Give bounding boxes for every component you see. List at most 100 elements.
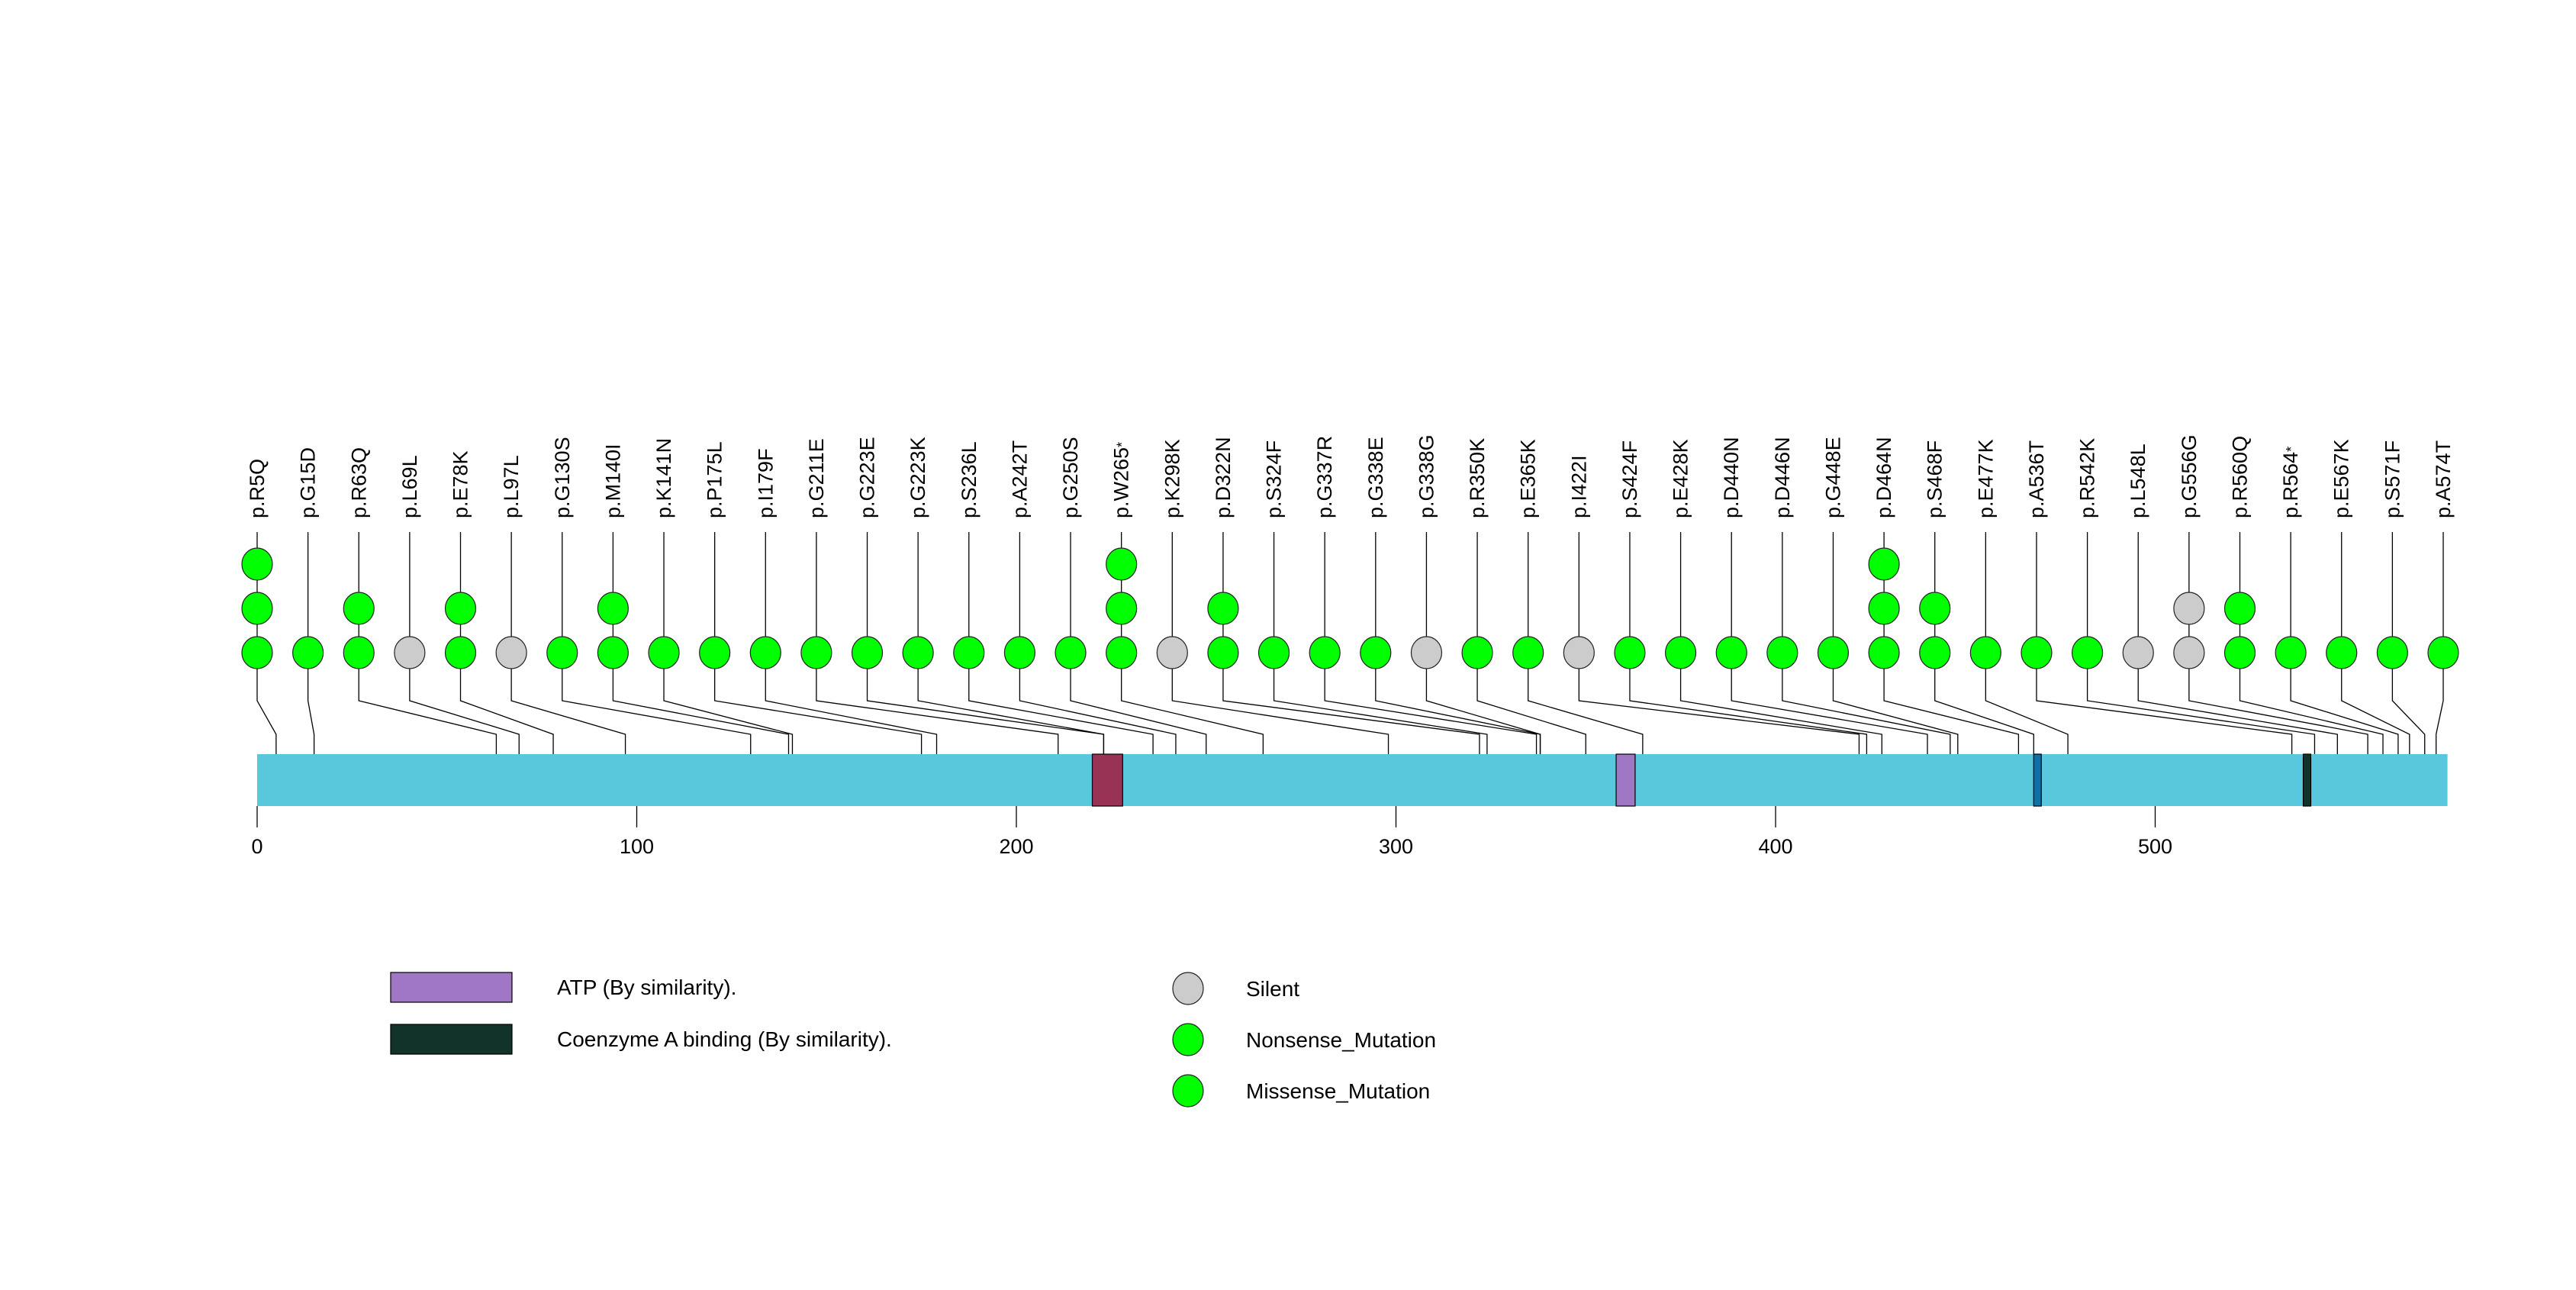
mutation-circle-missense-mutation [902, 636, 934, 669]
mutation-circle-silent [1563, 636, 1595, 669]
mutation-label: p.D446N [1771, 437, 1794, 518]
mutation-circle-missense-mutation [1817, 636, 1850, 669]
domain-3 [2033, 753, 2042, 807]
x-tick-label: 500 [2138, 835, 2172, 858]
mutation-label: p.S424F [1618, 440, 1641, 518]
legend-mutation-swatch [1172, 972, 1204, 1005]
mutation-label: p.L548L [2127, 443, 2149, 518]
mutation-circle-missense-mutation [597, 636, 629, 669]
mutation-circle-missense-mutation [1309, 636, 1341, 669]
mutation-labels: p.R5Q p.G15D p.R63Q p.L69L p.E78K p.L97L p.G13… [246, 434, 2455, 518]
mutation-label: p.D464N [1872, 437, 1895, 518]
mutation-circle-missense-mutation [2326, 636, 2358, 669]
mutation-label: p.L97L [500, 455, 523, 518]
mutation-circle-missense-mutation [1055, 636, 1087, 669]
legend-mutation-label: Nonsense_Mutation [1246, 1028, 1436, 1052]
mutation-circle-missense-mutation [1614, 636, 1646, 669]
legend-domain-swatch [390, 1024, 513, 1055]
domain-1 [1091, 753, 1123, 807]
mutation-circle-missense-mutation [1207, 636, 1239, 669]
mutation-circle-nonsense-mutation [1106, 592, 1138, 625]
mutation-label: p.W265* [1110, 442, 1133, 518]
domain-4 [2302, 753, 2312, 807]
mutation-circle-missense-mutation [2223, 592, 2256, 625]
x-tick-label: 200 [999, 835, 1033, 858]
mutation-label: p.G448E [1821, 437, 1844, 518]
mutation-label: p.D322N [1212, 437, 1235, 518]
mutation-circle-missense-mutation [1360, 636, 1392, 669]
x-tick-label: 400 [1758, 835, 1792, 858]
legend-mutation-label: Missense_Mutation [1246, 1079, 1430, 1103]
mutation-circle-missense-mutation [597, 592, 629, 625]
mutation-label: p.E78K [449, 450, 472, 518]
mutation-circle-missense-mutation [800, 636, 832, 669]
legend-domain-label: ATP (By similarity). [557, 976, 736, 999]
mutation-label: p.E428K [1670, 439, 1692, 518]
mutation-label: p.R560Q [2228, 436, 2251, 518]
mutation-circle-missense-mutation [1868, 636, 1900, 669]
stop-marker: * [1115, 442, 1130, 447]
mutation-circle-missense-mutation [648, 636, 680, 669]
mutation-circle-missense-mutation [2072, 636, 2104, 669]
mutation-label: p.E365K [1517, 439, 1540, 518]
mutation-label: p.L69L [398, 455, 421, 518]
mutation-circle-missense-mutation [444, 636, 477, 669]
mutation-label: p.P175L [704, 441, 726, 518]
mutation-label: p.K298K [1161, 439, 1183, 518]
mutation-label: p.A242T [1008, 440, 1031, 518]
mutation-label: p.A574T [2432, 440, 2455, 518]
mutation-label: p.G556G [2178, 434, 2201, 518]
mutation-circle-missense-mutation [292, 636, 324, 669]
stop-marker: * [2284, 447, 2299, 452]
mutation-label: p.M140I [601, 443, 624, 518]
mutation-label: p.G338E [1364, 437, 1387, 518]
mutation-label: p.A536T [2025, 440, 2048, 518]
mutation-circle-missense-mutation [953, 636, 985, 669]
mutation-circle-missense-mutation [1868, 547, 1900, 581]
mutation-circle-missense-mutation [699, 636, 731, 669]
mutation-circle-missense-mutation [1461, 636, 1493, 669]
mutation-circle-missense-mutation [1003, 636, 1036, 669]
mutation-circle-missense-mutation [1766, 636, 1798, 669]
mutation-label: p.G337R [1313, 436, 1336, 518]
x-tick-label: 300 [1379, 835, 1413, 858]
mutation-label: p.S571F [2381, 440, 2404, 518]
mutation-circle-silent [495, 636, 527, 669]
mutation-label: p.G250S [1059, 437, 1082, 518]
mutation-circle-nonsense-mutation [1106, 547, 1138, 581]
mutation-label: p.R5Q [246, 459, 269, 518]
mutation-circle-missense-mutation [241, 547, 273, 581]
mutation-label: p.R542K [2076, 438, 2099, 518]
x-tick-label: 100 [620, 835, 654, 858]
mutation-circle-missense-mutation [1715, 636, 1747, 669]
x-axis: 0 100 200 300 400 500 [251, 806, 2172, 858]
mutation-label: p.D440N [1720, 437, 1743, 518]
mutation-circle-missense-mutation [2021, 636, 2053, 669]
legend-domain-label: Coenzyme A binding (By similarity). [557, 1027, 892, 1051]
mutation-circle-silent [2122, 636, 2154, 669]
mutation-label: p.G211E [805, 438, 828, 518]
legend-domain-swatch [390, 972, 513, 1003]
mutation-circle-silent [1156, 636, 1188, 669]
legend-mutation-label: Silent [1246, 977, 1299, 1001]
mutation-label: p.G223K [906, 437, 929, 518]
mutation-circle-missense-mutation [1919, 592, 1951, 625]
mutation-label: p.G130S [551, 437, 574, 518]
mutation-circle-missense-mutation [1257, 636, 1290, 669]
mutation-circle-missense-mutation [2376, 636, 2408, 669]
mutation-circle-nonsense-mutation [1106, 636, 1138, 669]
mutation-circle-silent [394, 636, 426, 669]
mutation-circle-missense-mutation [851, 636, 884, 669]
lollipop-stems [256, 532, 2444, 653]
mutation-label: p.R350K [1466, 438, 1489, 518]
mutation-circle-missense-mutation [241, 636, 273, 669]
mutation-circle-missense-mutation [1664, 636, 1697, 669]
legend-mutation-swatch [1172, 1023, 1204, 1056]
legend-mutation-swatch [1172, 1074, 1204, 1108]
mutation-circle-missense-mutation [444, 592, 477, 625]
mutation-label: p.G223E [856, 437, 879, 518]
mutation-label: p.S236L [958, 441, 980, 518]
mutation-circle-missense-mutation [1919, 636, 1951, 669]
x-tick-label: 0 [251, 835, 262, 858]
